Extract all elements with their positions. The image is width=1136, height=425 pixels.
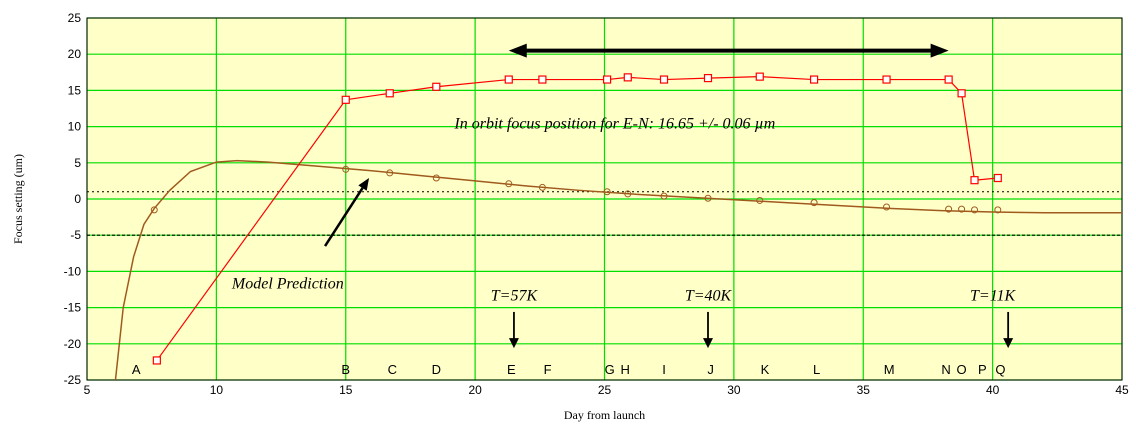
- y-tick-label: 15: [68, 83, 82, 97]
- measured-point: [882, 75, 891, 84]
- model-point: [971, 206, 979, 214]
- measured-point: [703, 73, 713, 83]
- model-point: [660, 192, 668, 200]
- x-tick-label: 35: [857, 383, 871, 397]
- measured-point: [152, 356, 161, 365]
- event-letter: B: [341, 362, 350, 377]
- event-letter: M: [884, 362, 895, 377]
- y-tick-label: -25: [64, 373, 82, 387]
- model-prediction-label: Model Prediction: [231, 276, 344, 293]
- y-tick-labels: -25 -20 -15 -10 -5 0 5 10 15 20 25: [64, 11, 82, 387]
- event-letter: Q: [995, 362, 1005, 377]
- model-point: [704, 194, 712, 202]
- x-tick-label: 5: [84, 383, 91, 397]
- y-tick-label: 10: [68, 120, 82, 134]
- plot-frame: [86, 17, 1123, 381]
- temperature-arrow-head: [703, 338, 713, 349]
- measured-point: [809, 75, 819, 84]
- measured-point: [957, 89, 966, 98]
- x-tick-label: 40: [986, 383, 1000, 397]
- y-tick-label: 5: [74, 156, 81, 170]
- measured-point: [602, 75, 612, 84]
- event-letter: L: [813, 362, 820, 377]
- y-tick-label: -10: [64, 264, 82, 278]
- event-letter: J: [707, 362, 714, 377]
- x-tick-label: 15: [339, 383, 353, 397]
- temperature-label: T=11K: [970, 287, 1017, 304]
- temperature-markers: T=57K T=40K T=11K: [491, 287, 1017, 349]
- y-axis-title: Focus setting (um): [11, 154, 25, 244]
- model-point: [958, 205, 966, 213]
- event-letter: I: [662, 362, 666, 377]
- measured-point: [341, 95, 350, 104]
- model-point: [603, 188, 611, 196]
- model-point: [810, 199, 818, 207]
- measured-point: [993, 173, 1002, 183]
- model-point: [756, 196, 764, 204]
- event-letter: C: [388, 362, 397, 377]
- x-tick-label: 25: [598, 383, 612, 397]
- model-point: [945, 205, 953, 213]
- model-point: [994, 206, 1002, 214]
- x-tick-label: 45: [1115, 383, 1129, 397]
- x-tick-label: 30: [727, 383, 741, 397]
- y-tick-label: 25: [68, 11, 82, 25]
- event-letter: F: [544, 362, 552, 377]
- event-letter: G: [605, 362, 615, 377]
- event-letter: A: [132, 362, 141, 377]
- annotations: [324, 43, 949, 247]
- model-point: [538, 183, 546, 191]
- model-curve: [114, 159, 1122, 380]
- measured-point: [970, 176, 979, 185]
- measured-point: [504, 75, 513, 84]
- measured-point: [755, 72, 764, 81]
- model-arrow-head: [358, 178, 370, 191]
- range-arrow-left-head: [508, 43, 527, 58]
- y-tick-label: 0: [74, 192, 81, 206]
- x-axis-title: Day from launch: [564, 408, 645, 422]
- measured-point: [944, 75, 953, 84]
- measured-point: [432, 82, 441, 91]
- measured-point: [538, 75, 547, 84]
- in-orbit-annotation: In orbit focus position for E-N: 16.65 +…: [453, 116, 775, 133]
- y-tick-label: -20: [64, 337, 82, 351]
- model-point: [150, 206, 158, 214]
- y-tick-label: -5: [70, 228, 81, 242]
- temperature-label: T=40K: [685, 287, 733, 304]
- reference-lines: [87, 191, 1122, 236]
- measured-point: [385, 89, 394, 98]
- model-point: [386, 169, 394, 177]
- model-point: [505, 180, 513, 188]
- model-point: [342, 165, 350, 173]
- temperature-label: T=57K: [491, 287, 539, 304]
- event-letter: H: [621, 362, 630, 377]
- model-series: [114, 159, 1122, 380]
- temperature-arrow-head: [508, 338, 519, 349]
- x-tick-label: 20: [468, 383, 482, 397]
- range-arrow-right-head: [930, 43, 949, 58]
- event-letter: O: [957, 362, 967, 377]
- measured-point: [659, 75, 669, 84]
- model-point: [624, 190, 632, 198]
- event-letter: E: [507, 362, 516, 377]
- event-letter: N: [941, 362, 950, 377]
- event-letter: K: [761, 362, 770, 377]
- measured-point: [623, 73, 632, 82]
- y-tick-label: 20: [68, 47, 82, 61]
- model-point: [432, 174, 440, 182]
- event-letter: P: [978, 362, 987, 377]
- x-tick-labels: 5 10 15 20 25 30 35 40 45: [84, 383, 1129, 397]
- temperature-arrow-head: [1003, 338, 1014, 349]
- event-letter: D: [432, 362, 441, 377]
- x-tick-label: 10: [210, 383, 224, 397]
- model-arrow-shaft: [324, 187, 364, 247]
- model-point: [883, 203, 891, 211]
- y-tick-label: -15: [64, 301, 82, 315]
- measured-series: [152, 72, 1002, 365]
